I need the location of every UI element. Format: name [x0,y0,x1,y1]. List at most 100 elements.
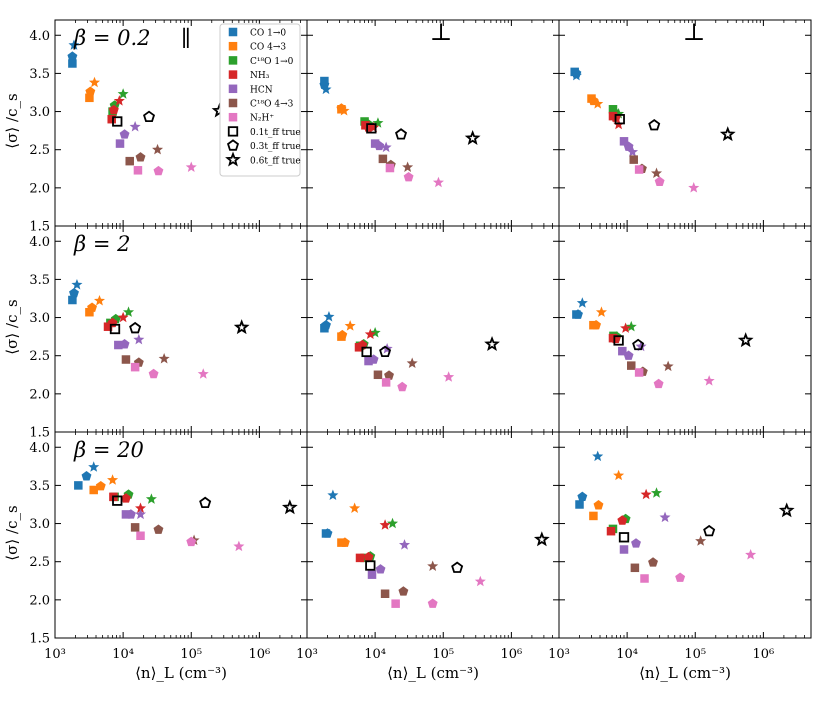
y-tick-label: 3.0 [29,105,50,120]
y-tick-label: 1.5 [29,220,50,235]
data-point-n2h [640,574,649,583]
y-tick-label: 1.5 [29,426,50,441]
data-point-nh3 [368,121,380,133]
y-tick-label: 3.0 [29,311,50,326]
data-point-co10 [572,310,581,319]
y-tick-label: 4.0 [29,29,50,44]
data-point-c18o43 [158,352,170,364]
data-point-hcn [635,340,647,352]
data-point-nh3 [354,343,364,352]
data-point-co43 [592,98,604,109]
data-point-n2h [474,575,486,587]
panel-frame [306,225,560,433]
y-tick-label: 2.0 [29,593,50,608]
data-point-true [379,345,392,358]
legend-marker-hcn [228,84,238,94]
panel-r1-c0: 1.5 2.0 2.5 3.0 3.5 4.0 [29,225,308,441]
data-point-true [395,128,408,140]
x-tick-label: 10³ [296,647,318,662]
y-axis-label: ⟨σ⟩ /c_s [3,505,21,560]
data-point-c18o [608,105,618,114]
data-point-n2h [703,375,715,386]
data-point-true [199,496,212,509]
data-point-n2h [432,176,444,188]
legend-label: CO 4→3 [250,43,286,53]
y-tick-label: 2.5 [29,349,50,364]
x-tick-label: 10⁶ [752,647,774,662]
legend-label: 0.6t_ff true [250,156,301,166]
data-point-true [703,524,716,537]
panel-r1-c2 [558,225,812,433]
data-point-n2h [654,176,665,186]
data-point-n2h [133,166,143,175]
data-point-true [365,560,376,571]
data-point-co43 [85,307,94,317]
data-point-co43 [595,306,607,317]
y-tick-label: 3.5 [29,479,50,494]
data-point-co10 [576,297,588,308]
data-point-true [778,502,795,518]
panel-r2-c0: 1.5 2.0 2.5 3.0 3.5 4.0 10³ 10⁴ 10⁵ 10⁶ [29,431,308,662]
data-point-co10 [68,295,77,305]
data-point-n2h [397,381,408,392]
data-point-nh3 [107,114,116,124]
data-point-nh3 [103,322,113,331]
row-label-beta: β = 2 [73,232,130,256]
data-point-true [129,321,142,334]
data-point-c18o43 [406,357,418,369]
data-point-hcn [364,356,373,366]
y-tick-label: 4.0 [29,235,50,250]
data-point-true [648,118,661,131]
data-point-nh3 [135,502,147,513]
data-point-nh3 [361,121,370,130]
data-point-true [719,126,736,142]
data-point-c18o43 [629,155,638,164]
legend-marker-true [225,151,241,167]
panel-r0-c1 [306,19,560,227]
panel-frame [558,431,812,639]
y-tick-label: 2.0 [29,387,50,402]
data-point-hcn [618,346,627,356]
y-tick-label: 4.0 [29,441,50,456]
data-point-true [613,335,624,346]
data-point-hcn [370,139,380,148]
data-point-co43 [344,320,356,331]
panel-frame [558,19,812,227]
data-point-co10 [592,450,604,462]
y-tick-label: 3.5 [29,273,50,288]
legend-label: N₂H⁺ [250,114,274,124]
data-point-n2h [233,540,245,552]
column-label: ∥ [181,27,191,52]
data-point-n2h [130,362,140,372]
data-point-n2h [427,598,438,608]
x-tick-label: 10³ [44,647,66,662]
data-point-hcn [619,545,629,554]
data-point-hcn [121,510,131,519]
y-tick-label: 2.0 [29,181,50,196]
data-point-c18o [651,487,663,498]
data-point-co10 [67,51,78,61]
x-tick-label: 10⁶ [500,647,522,662]
data-point-nh3 [355,553,365,563]
data-point-hcn [367,570,377,579]
data-point-n2h [186,536,197,547]
data-point-co10 [323,310,335,322]
panel-frame [306,19,560,227]
data-point-co43 [337,538,346,547]
legend-marker-nh3 [228,70,238,79]
data-point-c18o [372,117,384,128]
y-tick-label: 1.5 [29,632,50,647]
data-point-nh3 [117,311,129,323]
data-point-c18o43 [153,524,164,534]
data-point-hcn [631,538,641,548]
data-point-true [361,346,372,358]
x-tick-label: 10⁶ [248,647,270,662]
data-point-c18o [145,493,157,504]
panel-r2-c1: 10³ 10⁴ 10⁵ 10⁶ [296,431,560,662]
y-tick-label: 2.5 [29,555,50,570]
legend-marker-co10 [228,27,238,37]
data-point-c18o43 [630,563,640,573]
data-point-true [618,532,630,543]
